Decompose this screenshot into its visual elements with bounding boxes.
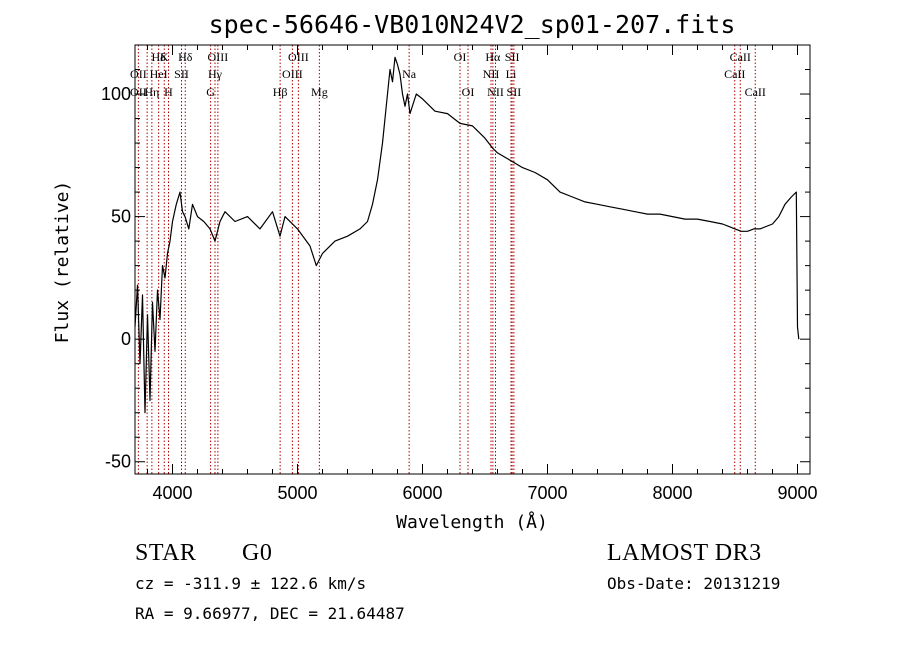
spectrum-series — [134, 56, 800, 414]
line-label: SII — [174, 67, 189, 81]
x-tick-label: 7000 — [527, 483, 567, 503]
plot-frame — [134, 44, 811, 475]
y-tick-label: 100 — [101, 84, 131, 104]
line-label: Hα — [485, 50, 501, 64]
line-label: OI — [462, 85, 475, 99]
y-tick-label: -50 — [105, 452, 131, 472]
y-tick-label: 50 — [111, 207, 131, 227]
y-axis-ticks: -50 0 50 100 — [101, 69, 810, 472]
line-label: Hδ — [151, 50, 166, 64]
spectrum-line — [134, 56, 800, 414]
line-label: Mg — [311, 85, 328, 99]
x-tick-label: 9000 — [777, 483, 817, 503]
x-tick-label: 6000 — [402, 483, 442, 503]
line-label: CaII — [745, 85, 766, 99]
line-label: OIII — [208, 50, 229, 64]
object-type: STAR — [135, 540, 197, 566]
line-label: CaII — [724, 67, 745, 81]
line-label: NII — [487, 85, 504, 99]
line-label: HeI — [150, 67, 168, 81]
line-label: Hη — [144, 85, 159, 99]
line-label: H — [164, 85, 173, 99]
y-axis-label: Flux (relative) — [52, 181, 73, 344]
observation-date: Obs-Date: 20131219 — [607, 574, 781, 593]
line-label: Na — [402, 67, 417, 81]
x-tick-label: 5000 — [277, 483, 317, 503]
line-label: K — [160, 50, 169, 64]
x-axis-ticks: 4000 5000 6000 7000 8000 9000 — [147, 45, 818, 503]
line-label: SII — [507, 85, 522, 99]
line-label: OII — [130, 67, 147, 81]
redshift-velocity: cz = -311.9 ± 122.6 km/s — [135, 574, 367, 593]
x-tick-label: 4000 — [152, 483, 192, 503]
line-label: G — [206, 85, 215, 99]
chart-title: spec-56646-VB010N24V2_sp01-207.fits — [209, 10, 736, 39]
line-label: OI — [454, 50, 467, 64]
line-label: OII — [130, 85, 147, 99]
line-label: Hδ — [178, 50, 193, 64]
line-label: Li — [506, 67, 517, 81]
line-label: NII — [483, 67, 500, 81]
line-label: OIII — [288, 50, 309, 64]
line-label: SII — [505, 50, 520, 64]
spectral-subclass: G0 — [242, 540, 273, 566]
line-label: OIII — [282, 67, 303, 81]
line-label: CaII — [730, 50, 751, 64]
coordinates: RA = 9.66977, DEC = 21.64487 — [135, 604, 405, 623]
survey-name: LAMOST DR3 — [607, 540, 762, 566]
x-tick-label: 8000 — [652, 483, 692, 503]
y-tick-label: 0 — [121, 329, 131, 349]
x-axis-label: Wavelength (Å) — [396, 511, 548, 533]
line-label: Hβ — [273, 85, 288, 99]
spectral-line-markers — [137, 45, 756, 474]
line-label: Hγ — [208, 67, 223, 81]
